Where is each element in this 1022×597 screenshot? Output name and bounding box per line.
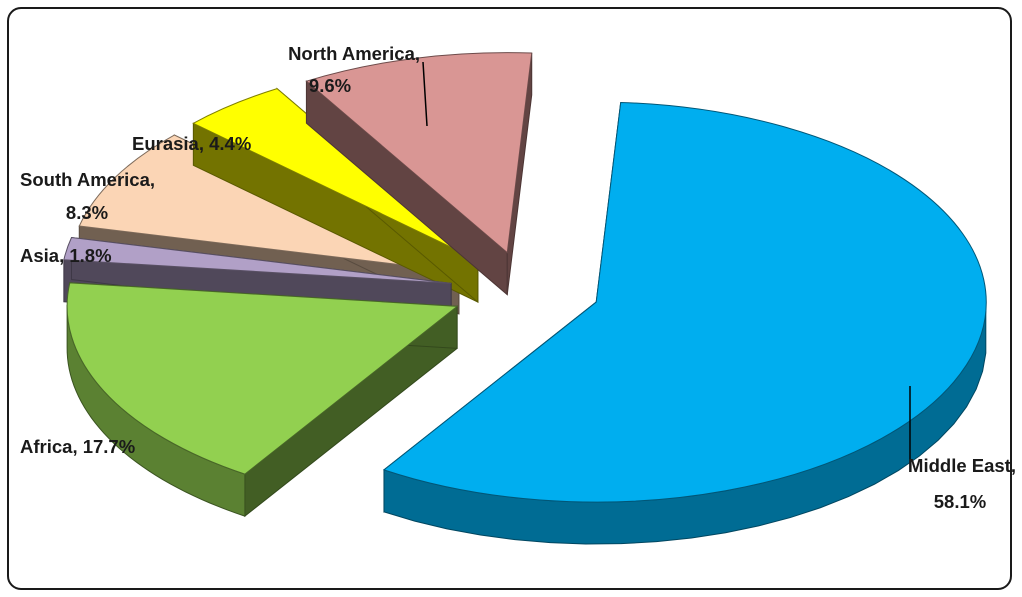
label-middle-east-line2: 58.1% <box>934 491 986 512</box>
leader-lines <box>422 61 911 472</box>
label-asia: Asia, 1.8% <box>20 245 112 266</box>
label-south-america-line2: 8.3% <box>66 202 108 223</box>
label-north-america-line1: North America, <box>288 43 420 64</box>
slice-africa <box>66 282 459 475</box>
slice-middle-east <box>382 101 987 503</box>
slice-eurasia <box>192 88 479 261</box>
label-middle-east-line1: Middle East, <box>908 455 1016 476</box>
label-north-america-line2: 9.6% <box>309 75 351 96</box>
label-africa: Africa, 17.7% <box>20 436 135 457</box>
pie-slices <box>63 52 987 545</box>
slice-north-america <box>305 52 533 254</box>
leader-north-america <box>422 61 428 127</box>
label-south-america-line1: South America, <box>20 169 155 190</box>
slice-asia <box>63 236 452 284</box>
label-eurasia: Eurasia, 4.4% <box>132 133 251 154</box>
